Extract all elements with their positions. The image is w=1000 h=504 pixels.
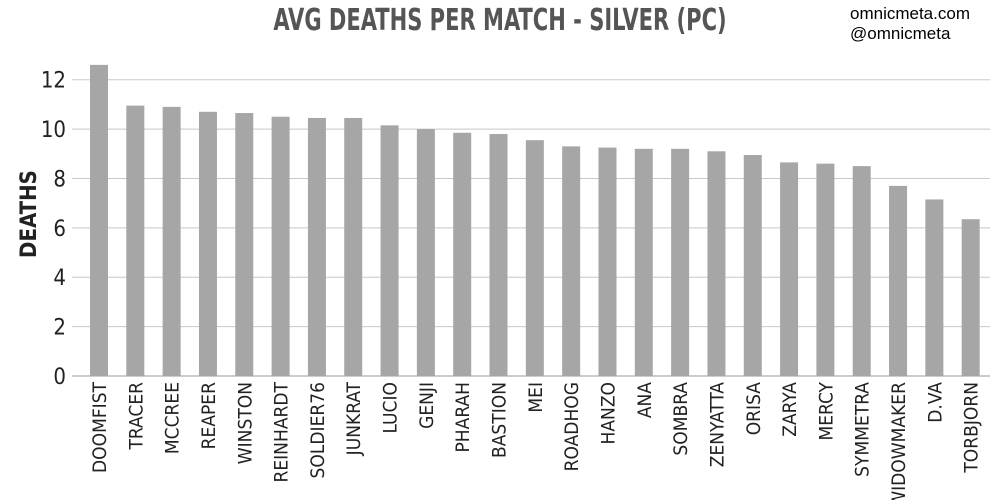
bar-torbjorn xyxy=(961,219,980,376)
x-tick-label: WIDOWMAKER xyxy=(888,382,910,500)
bar-bastion xyxy=(489,134,508,376)
bar-pharah xyxy=(453,132,472,376)
x-tick-label: MCCREE xyxy=(162,382,184,454)
bar-doomfist xyxy=(90,64,108,376)
chart-title: AVG DEATHS PER MATCH - SILVER (PC) xyxy=(273,3,726,38)
bar-ana xyxy=(634,148,653,376)
bar-symmetra xyxy=(852,166,871,376)
bar-genji xyxy=(416,129,435,376)
x-tick-label: SYMMETRA xyxy=(852,382,874,477)
x-tick-label: BASTION xyxy=(489,382,511,458)
bar-mercy xyxy=(816,163,835,376)
bar-soldier76 xyxy=(307,117,326,376)
x-tick-label: ANA xyxy=(634,382,656,418)
x-tick-label: WINSTON xyxy=(234,382,256,464)
bar-sombra xyxy=(671,148,690,376)
x-tick-label: SOMBRA xyxy=(670,382,692,456)
bar-tracer xyxy=(126,105,145,376)
x-tick-label: ZENYATTA xyxy=(706,382,728,468)
x-tick-label: DOOMFIST xyxy=(89,381,111,473)
x-tick-label: PHARAH xyxy=(452,382,474,453)
y-tick-label: 0 xyxy=(53,365,66,390)
bar-mei xyxy=(525,140,544,376)
x-tick-label: TORBJORN xyxy=(961,382,983,474)
x-tick-label: ORISA xyxy=(743,382,765,436)
bar-junkrat xyxy=(344,117,363,376)
x-tick-label: SOLDIER76 xyxy=(307,382,329,478)
y-tick-label: 12 xyxy=(41,69,66,94)
x-tick-label: D.VA xyxy=(924,382,946,423)
x-tick-label: MEI xyxy=(525,382,547,413)
y-tick-label: 4 xyxy=(53,266,66,291)
y-tick-label: 8 xyxy=(53,167,66,192)
bars xyxy=(90,64,980,377)
bar-zarya xyxy=(780,162,799,376)
y-axis-label: DEATHS xyxy=(17,170,42,258)
bar-hanzo xyxy=(598,147,617,376)
y-tick-label: 10 xyxy=(41,118,66,143)
x-tick-label: JUNKRAT xyxy=(343,381,365,456)
x-tick-label: TRACER xyxy=(125,382,147,451)
x-tick-label: LUCIO xyxy=(380,382,402,434)
bar-winston xyxy=(235,113,254,377)
y-tick-label: 2 xyxy=(53,316,66,341)
y-tick-label: 6 xyxy=(53,217,66,242)
x-tick-label: MERCY xyxy=(815,381,837,440)
x-tick-label: REAPER xyxy=(198,382,220,449)
watermark: omnicmeta.com @omnicmeta xyxy=(850,4,970,44)
bar-widowmaker xyxy=(889,185,908,376)
bar-reaper xyxy=(198,111,217,377)
bar-roadhog xyxy=(562,146,581,376)
bar-d-va xyxy=(925,199,944,376)
watermark-handle: @omnicmeta xyxy=(850,24,951,43)
x-tick-label: REINHARDT xyxy=(271,381,293,482)
bar-reinhardt xyxy=(271,116,290,376)
bar-orisa xyxy=(743,155,762,376)
x-tick-label: ROADHOG xyxy=(561,382,583,471)
watermark-site: omnicmeta.com xyxy=(850,4,970,23)
bar-lucio xyxy=(380,125,399,376)
bar-zenyatta xyxy=(707,151,726,376)
x-tick-labels: DOOMFIST TRACER MCCREE REAPER WINSTON REINHAR… xyxy=(89,381,983,504)
x-tick-label: GENJI xyxy=(416,382,438,429)
y-tick-labels: 0 2 4 6 8 10 12 xyxy=(41,69,66,390)
x-tick-label: HANZO xyxy=(597,382,619,445)
bar-mccree xyxy=(162,106,181,376)
x-tick-label: ZARYA xyxy=(779,382,801,437)
